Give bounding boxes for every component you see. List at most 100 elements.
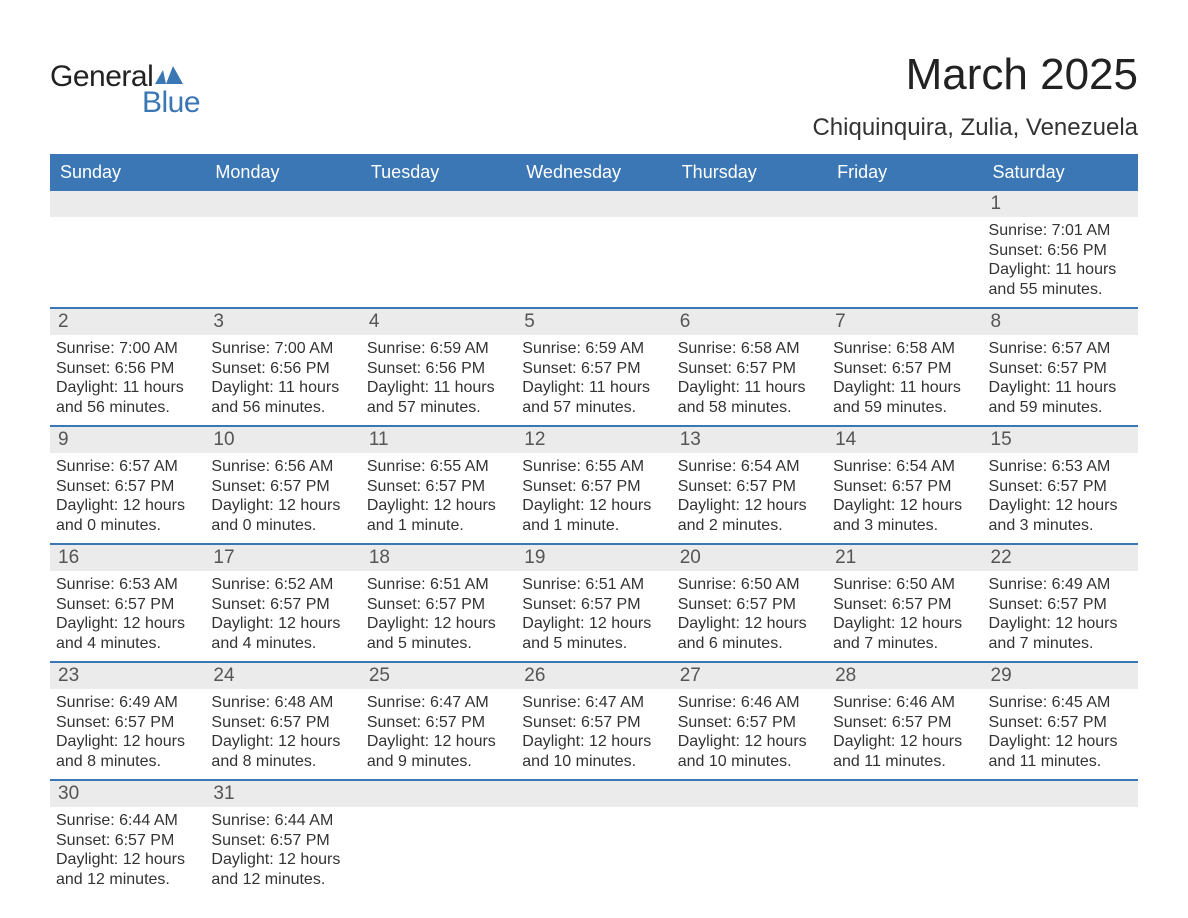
- day-number: [827, 191, 982, 217]
- day-sunset: Sunset: 6:57 PM: [56, 477, 199, 497]
- day-dl2: and 2 minutes.: [678, 516, 821, 536]
- weekday-saturday: Saturday: [983, 154, 1138, 191]
- day-dl1: Daylight: 12 hours: [56, 614, 199, 634]
- day-cell: [516, 807, 671, 897]
- day-number: [50, 191, 205, 217]
- day-dl1: Daylight: 12 hours: [211, 496, 354, 516]
- day-number: [205, 191, 360, 217]
- day-cell: [361, 807, 516, 897]
- day-dl1: Daylight: 12 hours: [833, 732, 976, 752]
- day-number: [361, 191, 516, 217]
- day-number: 4: [361, 309, 516, 335]
- day-number: 23: [50, 663, 205, 689]
- day-number: 16: [50, 545, 205, 571]
- day-number: 6: [672, 309, 827, 335]
- day-cell: Sunrise: 6:45 AMSunset: 6:57 PMDaylight:…: [983, 689, 1138, 779]
- day-dl1: Daylight: 11 hours: [56, 378, 199, 398]
- day-dl2: and 4 minutes.: [56, 634, 199, 654]
- weekday-friday: Friday: [827, 154, 982, 191]
- day-cell: [983, 807, 1138, 897]
- day-number: [361, 781, 516, 807]
- day-cell: Sunrise: 6:59 AMSunset: 6:57 PMDaylight:…: [516, 335, 671, 425]
- day-cell: Sunrise: 6:55 AMSunset: 6:57 PMDaylight:…: [361, 453, 516, 543]
- day-dl2: and 0 minutes.: [56, 516, 199, 536]
- day-dl2: and 7 minutes.: [833, 634, 976, 654]
- day-body-row: Sunrise: 6:53 AMSunset: 6:57 PMDaylight:…: [50, 571, 1138, 661]
- day-sunrise: Sunrise: 6:51 AM: [367, 575, 510, 595]
- day-sunset: Sunset: 6:57 PM: [833, 713, 976, 733]
- day-number: 28: [827, 663, 982, 689]
- day-dl1: Daylight: 12 hours: [989, 732, 1132, 752]
- day-sunrise: Sunrise: 6:46 AM: [833, 693, 976, 713]
- day-sunset: Sunset: 6:57 PM: [367, 713, 510, 733]
- day-dl1: Daylight: 11 hours: [522, 378, 665, 398]
- weekday-tuesday: Tuesday: [361, 154, 516, 191]
- day-body-row: Sunrise: 7:01 AMSunset: 6:56 PMDaylight:…: [50, 217, 1138, 307]
- day-cell: Sunrise: 6:44 AMSunset: 6:57 PMDaylight:…: [50, 807, 205, 897]
- day-number: [827, 781, 982, 807]
- day-dl1: Daylight: 12 hours: [367, 732, 510, 752]
- day-sunrise: Sunrise: 6:54 AM: [833, 457, 976, 477]
- day-sunrise: Sunrise: 6:54 AM: [678, 457, 821, 477]
- day-sunrise: Sunrise: 6:58 AM: [678, 339, 821, 359]
- day-dl2: and 59 minutes.: [989, 398, 1132, 418]
- weekday-thursday: Thursday: [672, 154, 827, 191]
- day-body-row: Sunrise: 6:57 AMSunset: 6:57 PMDaylight:…: [50, 453, 1138, 543]
- day-sunset: Sunset: 6:57 PM: [367, 477, 510, 497]
- day-number: 13: [672, 427, 827, 453]
- location: Chiquinquira, Zulia, Venezuela: [812, 114, 1138, 142]
- day-number: 17: [205, 545, 360, 571]
- day-dl2: and 10 minutes.: [678, 752, 821, 772]
- day-number: 2: [50, 309, 205, 335]
- day-dl1: Daylight: 12 hours: [522, 614, 665, 634]
- day-dl1: Daylight: 12 hours: [522, 732, 665, 752]
- day-sunset: Sunset: 6:57 PM: [367, 595, 510, 615]
- day-number: 29: [983, 663, 1138, 689]
- day-sunrise: Sunrise: 7:00 AM: [211, 339, 354, 359]
- day-dl2: and 5 minutes.: [367, 634, 510, 654]
- day-sunrise: Sunrise: 6:50 AM: [678, 575, 821, 595]
- day-sunrise: Sunrise: 6:49 AM: [989, 575, 1132, 595]
- day-cell: [672, 217, 827, 307]
- weekday-sunday: Sunday: [50, 154, 205, 191]
- day-number: 24: [205, 663, 360, 689]
- day-sunrise: Sunrise: 6:59 AM: [522, 339, 665, 359]
- day-dl1: Daylight: 12 hours: [989, 496, 1132, 516]
- day-sunrise: Sunrise: 6:51 AM: [522, 575, 665, 595]
- day-dl2: and 4 minutes.: [211, 634, 354, 654]
- day-cell: Sunrise: 6:44 AMSunset: 6:57 PMDaylight:…: [205, 807, 360, 897]
- day-cell: Sunrise: 6:46 AMSunset: 6:57 PMDaylight:…: [827, 689, 982, 779]
- day-dl2: and 3 minutes.: [833, 516, 976, 536]
- day-cell: Sunrise: 6:54 AMSunset: 6:57 PMDaylight:…: [672, 453, 827, 543]
- day-cell: [827, 807, 982, 897]
- day-sunset: Sunset: 6:57 PM: [678, 713, 821, 733]
- day-cell: [672, 807, 827, 897]
- day-number: 27: [672, 663, 827, 689]
- day-number: 18: [361, 545, 516, 571]
- day-sunset: Sunset: 6:56 PM: [367, 359, 510, 379]
- day-number-strip: 16171819202122: [50, 543, 1138, 571]
- day-number: 10: [205, 427, 360, 453]
- day-number-strip: 3031: [50, 779, 1138, 807]
- day-dl1: Daylight: 11 hours: [989, 260, 1132, 280]
- day-number: 22: [983, 545, 1138, 571]
- day-cell: [50, 217, 205, 307]
- day-dl1: Daylight: 12 hours: [678, 732, 821, 752]
- day-sunset: Sunset: 6:57 PM: [678, 595, 821, 615]
- day-dl1: Daylight: 12 hours: [56, 496, 199, 516]
- day-cell: Sunrise: 6:55 AMSunset: 6:57 PMDaylight:…: [516, 453, 671, 543]
- day-sunrise: Sunrise: 6:55 AM: [522, 457, 665, 477]
- day-sunset: Sunset: 6:57 PM: [522, 713, 665, 733]
- day-dl2: and 59 minutes.: [833, 398, 976, 418]
- day-dl2: and 3 minutes.: [989, 516, 1132, 536]
- day-dl2: and 1 minute.: [522, 516, 665, 536]
- day-number: 11: [361, 427, 516, 453]
- weekday-monday: Monday: [205, 154, 360, 191]
- day-number-strip: 1: [50, 191, 1138, 217]
- day-number: 3: [205, 309, 360, 335]
- day-sunrise: Sunrise: 7:01 AM: [989, 221, 1132, 241]
- day-number: [516, 191, 671, 217]
- day-number: [983, 781, 1138, 807]
- day-sunset: Sunset: 6:56 PM: [989, 241, 1132, 261]
- day-dl1: Daylight: 11 hours: [211, 378, 354, 398]
